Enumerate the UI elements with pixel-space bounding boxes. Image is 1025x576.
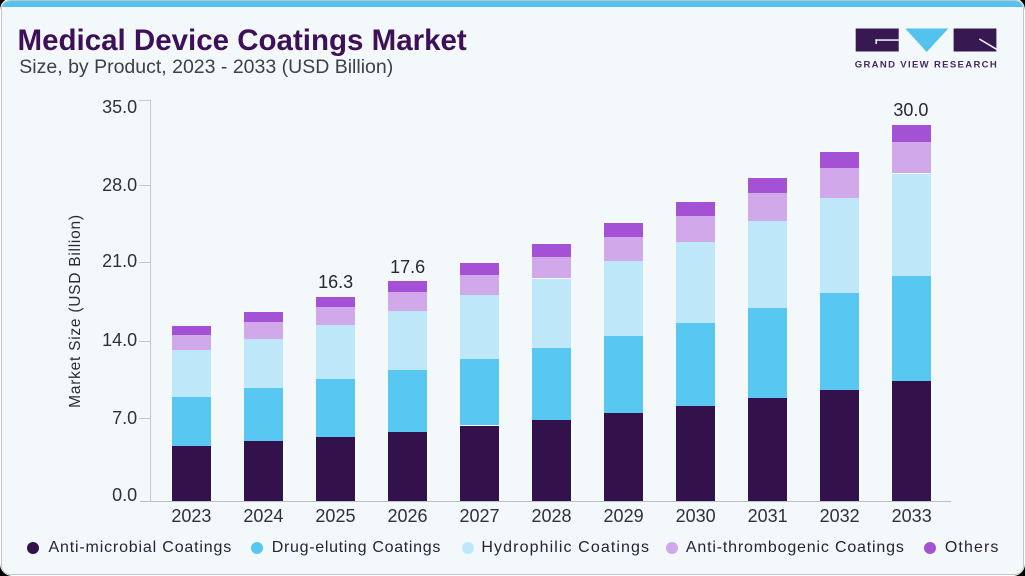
svg-text:GRAND VIEW RESEARCH: GRAND VIEW RESEARCH [855, 59, 998, 70]
